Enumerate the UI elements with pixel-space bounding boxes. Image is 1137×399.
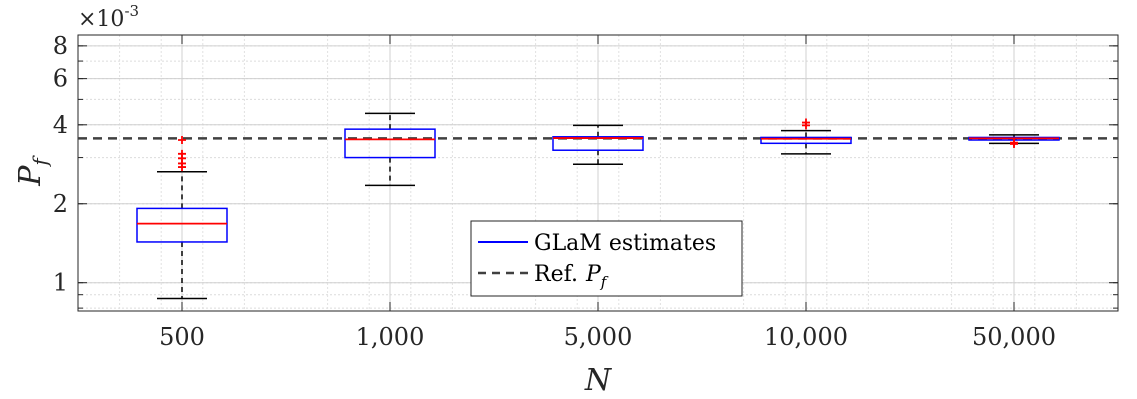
- y-tick-label: 1: [53, 269, 68, 297]
- legend-label-ref-subscript: f: [600, 273, 609, 291]
- outlier-point: [178, 149, 186, 158]
- outlier-point: [178, 136, 186, 145]
- legend-label-glam: GLaM estimates: [534, 231, 716, 256]
- y-axis-label-symbol: P: [13, 165, 48, 187]
- box-iqr: [136, 207, 228, 243]
- legend: GLaM estimates Ref. Pf: [470, 220, 743, 297]
- box-1000: [344, 112, 436, 187]
- outlier-point: [802, 118, 810, 127]
- x-tick-label: 1,000: [356, 323, 425, 351]
- boxes-group: [136, 112, 1060, 300]
- grid-lines: [78, 35, 1118, 311]
- y-exponent-label: ×10-3: [78, 2, 139, 32]
- y-tick-label: 6: [53, 65, 68, 93]
- box-iqr: [760, 136, 852, 145]
- box-iqr: [344, 128, 436, 159]
- svg-text:×10-3: ×10-3: [78, 2, 139, 32]
- svg-text:Pf: Pf: [13, 155, 52, 187]
- legend-label-ref: Ref. Pf: [534, 262, 609, 291]
- legend-box: [470, 220, 743, 297]
- outlier-point: [1010, 139, 1018, 148]
- y-exponent-base: ×10: [78, 7, 124, 32]
- legend-label-ref-symbol: P: [585, 262, 602, 287]
- box-iqr: [552, 136, 644, 151]
- y-tick-label: 2: [53, 190, 68, 218]
- y-tick-label: 4: [53, 111, 68, 139]
- x-tick-label: 500: [159, 323, 205, 351]
- box-5000: [552, 124, 644, 165]
- x-tick-label: 50,000: [972, 323, 1056, 351]
- y-axis-label-subscript: f: [28, 155, 52, 168]
- legend-label-ref-text: Ref.: [534, 262, 578, 287]
- y-tick-label: 8: [53, 32, 68, 60]
- y-axis-label: Pf: [13, 155, 52, 187]
- x-tick-label: 10,000: [764, 323, 848, 351]
- box-500: [136, 136, 228, 300]
- box-50000: [968, 134, 1060, 148]
- x-tick-label: 5,000: [564, 323, 633, 351]
- x-axis-label: N: [584, 363, 613, 398]
- box-10000: [760, 118, 852, 155]
- axis-ticks: 1 2 4 6 8 500 1,000 5,000 10,000 50,000: [53, 32, 1118, 351]
- y-exponent-power: -3: [124, 2, 139, 20]
